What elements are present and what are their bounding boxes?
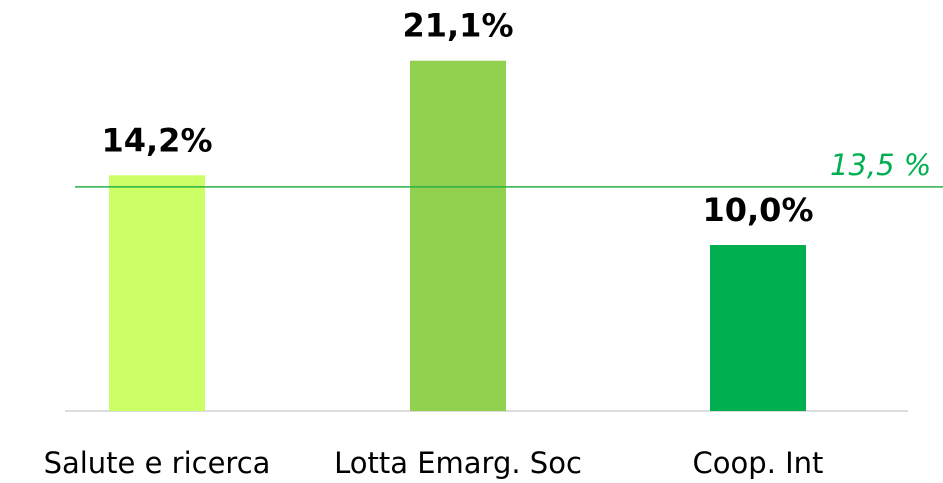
bar (710, 245, 806, 411)
x-tick-label: Salute e ricerca (44, 446, 271, 480)
bar (410, 60, 506, 412)
value-label: 10,0% (702, 191, 813, 229)
reference-label: 13,5 % (830, 148, 931, 182)
bar (109, 175, 205, 411)
value-label: 21,1% (402, 7, 513, 45)
x-tick-label: Coop. Int (693, 446, 824, 480)
value-label: 14,2% (101, 121, 212, 159)
x-tick-label: Lotta Emarg. Soc (334, 446, 582, 480)
